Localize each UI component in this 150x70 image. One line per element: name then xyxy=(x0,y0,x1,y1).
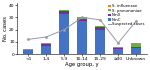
Bar xyxy=(131,47,141,48)
Bar xyxy=(131,44,141,47)
Bar xyxy=(95,30,105,54)
Bar xyxy=(41,46,51,54)
Bar xyxy=(23,50,33,54)
Legend: S. influenzae, S. pneumoniae, NmX, NmC, Suspected cases: S. influenzae, S. pneumoniae, NmX, NmC, … xyxy=(108,4,145,27)
Bar xyxy=(59,10,69,11)
Bar xyxy=(77,21,87,54)
Bar xyxy=(23,49,33,50)
Bar xyxy=(59,14,69,54)
Bar xyxy=(113,47,123,48)
Bar xyxy=(95,27,105,30)
Bar xyxy=(59,11,69,14)
Bar xyxy=(131,43,141,44)
Bar xyxy=(77,17,87,19)
Bar xyxy=(95,26,105,27)
Bar xyxy=(41,43,51,44)
X-axis label: Age group, y: Age group, y xyxy=(65,62,99,67)
Bar xyxy=(113,48,123,49)
Bar xyxy=(41,44,51,46)
Bar xyxy=(131,48,141,54)
Bar xyxy=(77,19,87,21)
Y-axis label: No. cases: No. cases xyxy=(3,16,8,41)
Bar xyxy=(113,49,123,54)
